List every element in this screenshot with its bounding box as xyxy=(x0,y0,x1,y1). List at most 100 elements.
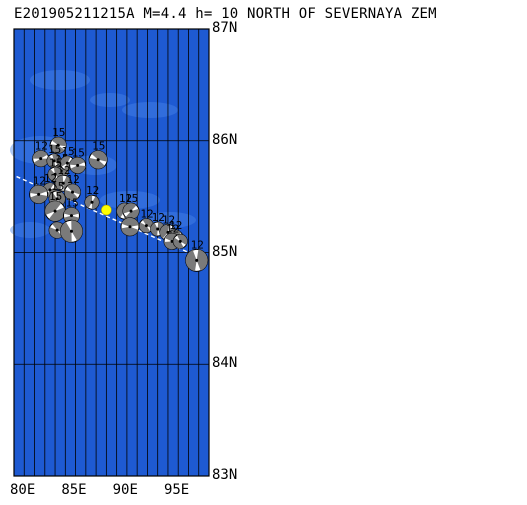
mechanism-center xyxy=(48,188,52,192)
mechanism-label: 12 xyxy=(166,222,179,235)
focal-mechanism: 12 xyxy=(64,173,81,201)
mechanism-center xyxy=(53,209,57,213)
longitude-label: 95E xyxy=(163,482,190,498)
mechanism-center xyxy=(76,163,80,167)
mechanism-label: 12 xyxy=(35,140,48,153)
mechanism-compression xyxy=(116,203,126,218)
land-patch xyxy=(30,70,90,90)
land-patch xyxy=(90,93,130,107)
mechanism-label: 12 xyxy=(119,192,132,205)
mechanism-label: 12 xyxy=(33,174,46,187)
mechanism-compression xyxy=(55,175,64,191)
mechanism-center xyxy=(39,157,43,161)
mechanism-compression xyxy=(85,195,93,209)
mechanism-compression xyxy=(29,185,48,195)
latitude-label: 85N xyxy=(212,243,238,260)
mechanism-compression xyxy=(60,221,72,243)
mechanism-center xyxy=(52,159,56,163)
graticule xyxy=(14,29,209,476)
mechanism-compression xyxy=(125,208,139,220)
focal-mechanism xyxy=(59,219,83,243)
mechanism-center xyxy=(61,181,65,185)
mechanism-compression xyxy=(50,144,65,154)
mechanism-compression xyxy=(63,207,80,216)
mechanism-compression xyxy=(121,217,139,227)
focal-mechanism: 12 xyxy=(138,208,154,234)
mechanism-compression xyxy=(49,227,63,239)
mechanism-compression xyxy=(173,237,184,249)
mechanism-label: 15 xyxy=(125,192,138,205)
mechanism-compression xyxy=(196,249,208,271)
mechanism-label: 15 xyxy=(49,190,62,203)
map-frame xyxy=(13,28,210,477)
mechanism-compression xyxy=(122,203,137,214)
mechanism-center xyxy=(144,224,148,228)
latitude-label: 87N xyxy=(212,20,238,36)
focal-mechanism: 12 xyxy=(32,140,50,168)
mechanism-label: 15 xyxy=(61,145,74,158)
mechanism-compression xyxy=(52,153,62,166)
focal-mechanism xyxy=(120,217,140,237)
mechanism-compression xyxy=(48,168,57,182)
latitude-label: 83N xyxy=(212,467,238,483)
mechanism-compression xyxy=(69,157,85,166)
mechanism-label: 15 xyxy=(51,180,64,193)
mechanism-compression xyxy=(48,207,66,222)
land-patch xyxy=(100,191,160,209)
mechanism-label: 12 xyxy=(140,208,153,221)
mechanism-label: 12 xyxy=(162,213,175,226)
mechanism-label: 12 xyxy=(44,172,57,185)
mechanism-center xyxy=(178,239,182,243)
focal-mechanism: 12 xyxy=(185,238,209,272)
mechanism-center xyxy=(69,229,73,233)
page-title: E201905211215A M=4.4 h= 10 NORTH OF SEVE… xyxy=(14,6,437,22)
mechanism-center xyxy=(56,143,60,147)
mechanism-compression xyxy=(32,150,48,159)
focal-mechanism: 12 xyxy=(29,174,49,204)
focal-mechanisms: 1215151515151515121212121512151512151212… xyxy=(29,126,209,272)
mechanism-center xyxy=(65,161,69,165)
land-patch xyxy=(122,102,178,118)
mechanism-label: 15 xyxy=(49,156,62,169)
mechanism-center xyxy=(55,228,59,232)
mechanism-center xyxy=(96,158,100,162)
focal-mechanism xyxy=(172,233,188,249)
mechanism-compression xyxy=(89,157,105,169)
mechanism-compression xyxy=(71,220,83,241)
mechanism-label: 12 xyxy=(57,164,70,177)
mechanism-label: 15 xyxy=(65,197,78,210)
mechanism-compression xyxy=(30,194,48,204)
mechanism-compression xyxy=(91,150,108,162)
mechanism-label: 12 xyxy=(169,219,182,232)
mechanism-center xyxy=(55,197,59,201)
mechanism-compression xyxy=(64,189,78,201)
mechanism-label: 15 xyxy=(72,146,85,159)
focal-mechanism: 15 xyxy=(69,146,87,174)
focal-mechanism: 15 xyxy=(122,192,140,220)
event-marker xyxy=(101,204,112,216)
mechanism-compression xyxy=(60,156,71,167)
land-patch xyxy=(10,222,50,238)
focal-mechanism: 15 xyxy=(49,126,67,154)
mechanism-compression xyxy=(139,222,151,233)
mechanism-center xyxy=(195,258,199,262)
mechanism-compression xyxy=(51,137,67,147)
mechanism-compression xyxy=(142,218,154,229)
focal-mechanism: 15 xyxy=(88,140,108,170)
mechanism-center xyxy=(37,192,41,196)
mechanism-label: 12 xyxy=(67,173,80,186)
mechanism-label: 15 xyxy=(48,143,61,156)
mechanism-center xyxy=(53,172,57,176)
event-marker-group xyxy=(101,204,112,216)
mechanism-compression xyxy=(91,196,100,210)
mechanism-label: 15 xyxy=(92,140,105,153)
longitude-label: 85E xyxy=(61,482,87,498)
mechanism-center xyxy=(71,190,74,194)
map-panel: 1215151515151515121212121512151512151212… xyxy=(3,28,210,477)
focal-mechanism: 15 xyxy=(62,197,80,225)
focal-mechanism: 12 xyxy=(84,184,100,210)
mechanism-center xyxy=(90,200,94,204)
mechanism-label: 12 xyxy=(152,211,165,224)
mechanism-center xyxy=(129,209,133,213)
